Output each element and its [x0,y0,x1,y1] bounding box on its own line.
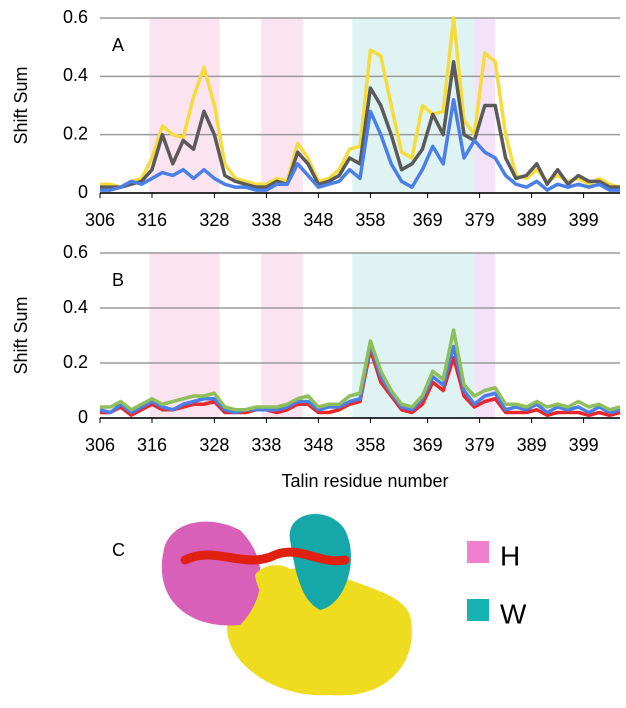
x-tick-label: 348 [303,435,333,455]
panel-label: B [112,270,124,290]
data-line [100,97,620,192]
panel-label: A [112,35,124,55]
x-tick-label: 338 [251,210,281,230]
x-tick-label: 348 [303,210,333,230]
legend-label: W [500,598,527,629]
y-tick-label: 0 [78,407,88,427]
x-tick-label: 389 [517,435,547,455]
panel-label: C [112,540,125,560]
y-tick-label: 0.4 [63,297,88,317]
y-tick-label: 0.2 [63,123,88,143]
x-tick-label: 369 [413,210,443,230]
x-tick-label: 328 [199,435,229,455]
data-line [100,60,620,189]
shaded-region [149,18,220,193]
shaded-region [261,253,303,418]
x-tick-label: 338 [251,435,281,455]
data-line [100,16,621,189]
legend-label: H [500,540,520,571]
x-tick-label: 328 [199,210,229,230]
shaded-region [149,253,220,418]
legend-swatch [467,541,489,563]
data-line [100,328,621,412]
y-tick-label: 0.6 [63,7,88,27]
x-tick-label: 316 [137,210,167,230]
x-tick-label: 379 [465,210,495,230]
y-axis-label: Shift Sum [11,66,31,144]
x-tick-label: 399 [569,435,599,455]
x-tick-label: 358 [355,435,385,455]
x-tick-label: 358 [355,210,385,230]
x-tick-label: 316 [137,435,167,455]
y-tick-label: 0.6 [63,242,88,262]
y-tick-label: 0 [78,182,88,202]
x-axis-label: Talin residue number [281,471,448,491]
x-tick-label: 369 [413,435,443,455]
x-tick-label: 399 [569,210,599,230]
data-line [100,347,621,417]
y-axis-label: Shift Sum [11,296,31,374]
structure-image [161,513,412,696]
y-tick-label: 0.4 [63,65,88,85]
data-line [99,342,621,415]
x-tick-label: 379 [465,435,495,455]
x-tick-label: 306 [85,210,115,230]
legend-swatch [467,599,489,621]
x-tick-label: 306 [85,435,115,455]
y-tick-label: 0.2 [63,352,88,372]
shaded-region [474,253,496,418]
x-tick-label: 389 [517,210,547,230]
